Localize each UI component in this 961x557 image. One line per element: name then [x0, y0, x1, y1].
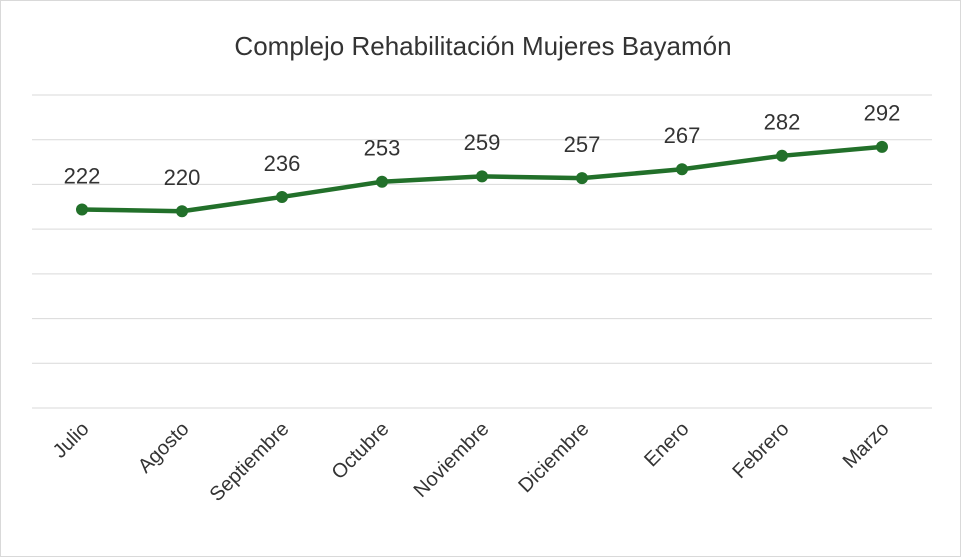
data-label: 222 — [64, 163, 101, 188]
data-label: 257 — [564, 132, 601, 157]
data-label: 259 — [464, 130, 501, 155]
data-label: 292 — [864, 101, 901, 126]
data-label: 267 — [664, 123, 701, 148]
point — [576, 172, 588, 185]
point — [876, 140, 888, 153]
point — [676, 163, 688, 176]
point — [276, 190, 288, 203]
chart-title: Complejo Rehabilitación Mujeres Bayamón — [234, 31, 731, 61]
point — [76, 203, 88, 216]
point — [376, 175, 388, 188]
data-label: 253 — [364, 136, 401, 161]
data-label: 236 — [264, 151, 301, 176]
data-label: 220 — [164, 165, 201, 190]
point — [476, 170, 488, 183]
data-label: 282 — [764, 110, 801, 135]
point — [176, 205, 188, 218]
point — [776, 149, 788, 162]
